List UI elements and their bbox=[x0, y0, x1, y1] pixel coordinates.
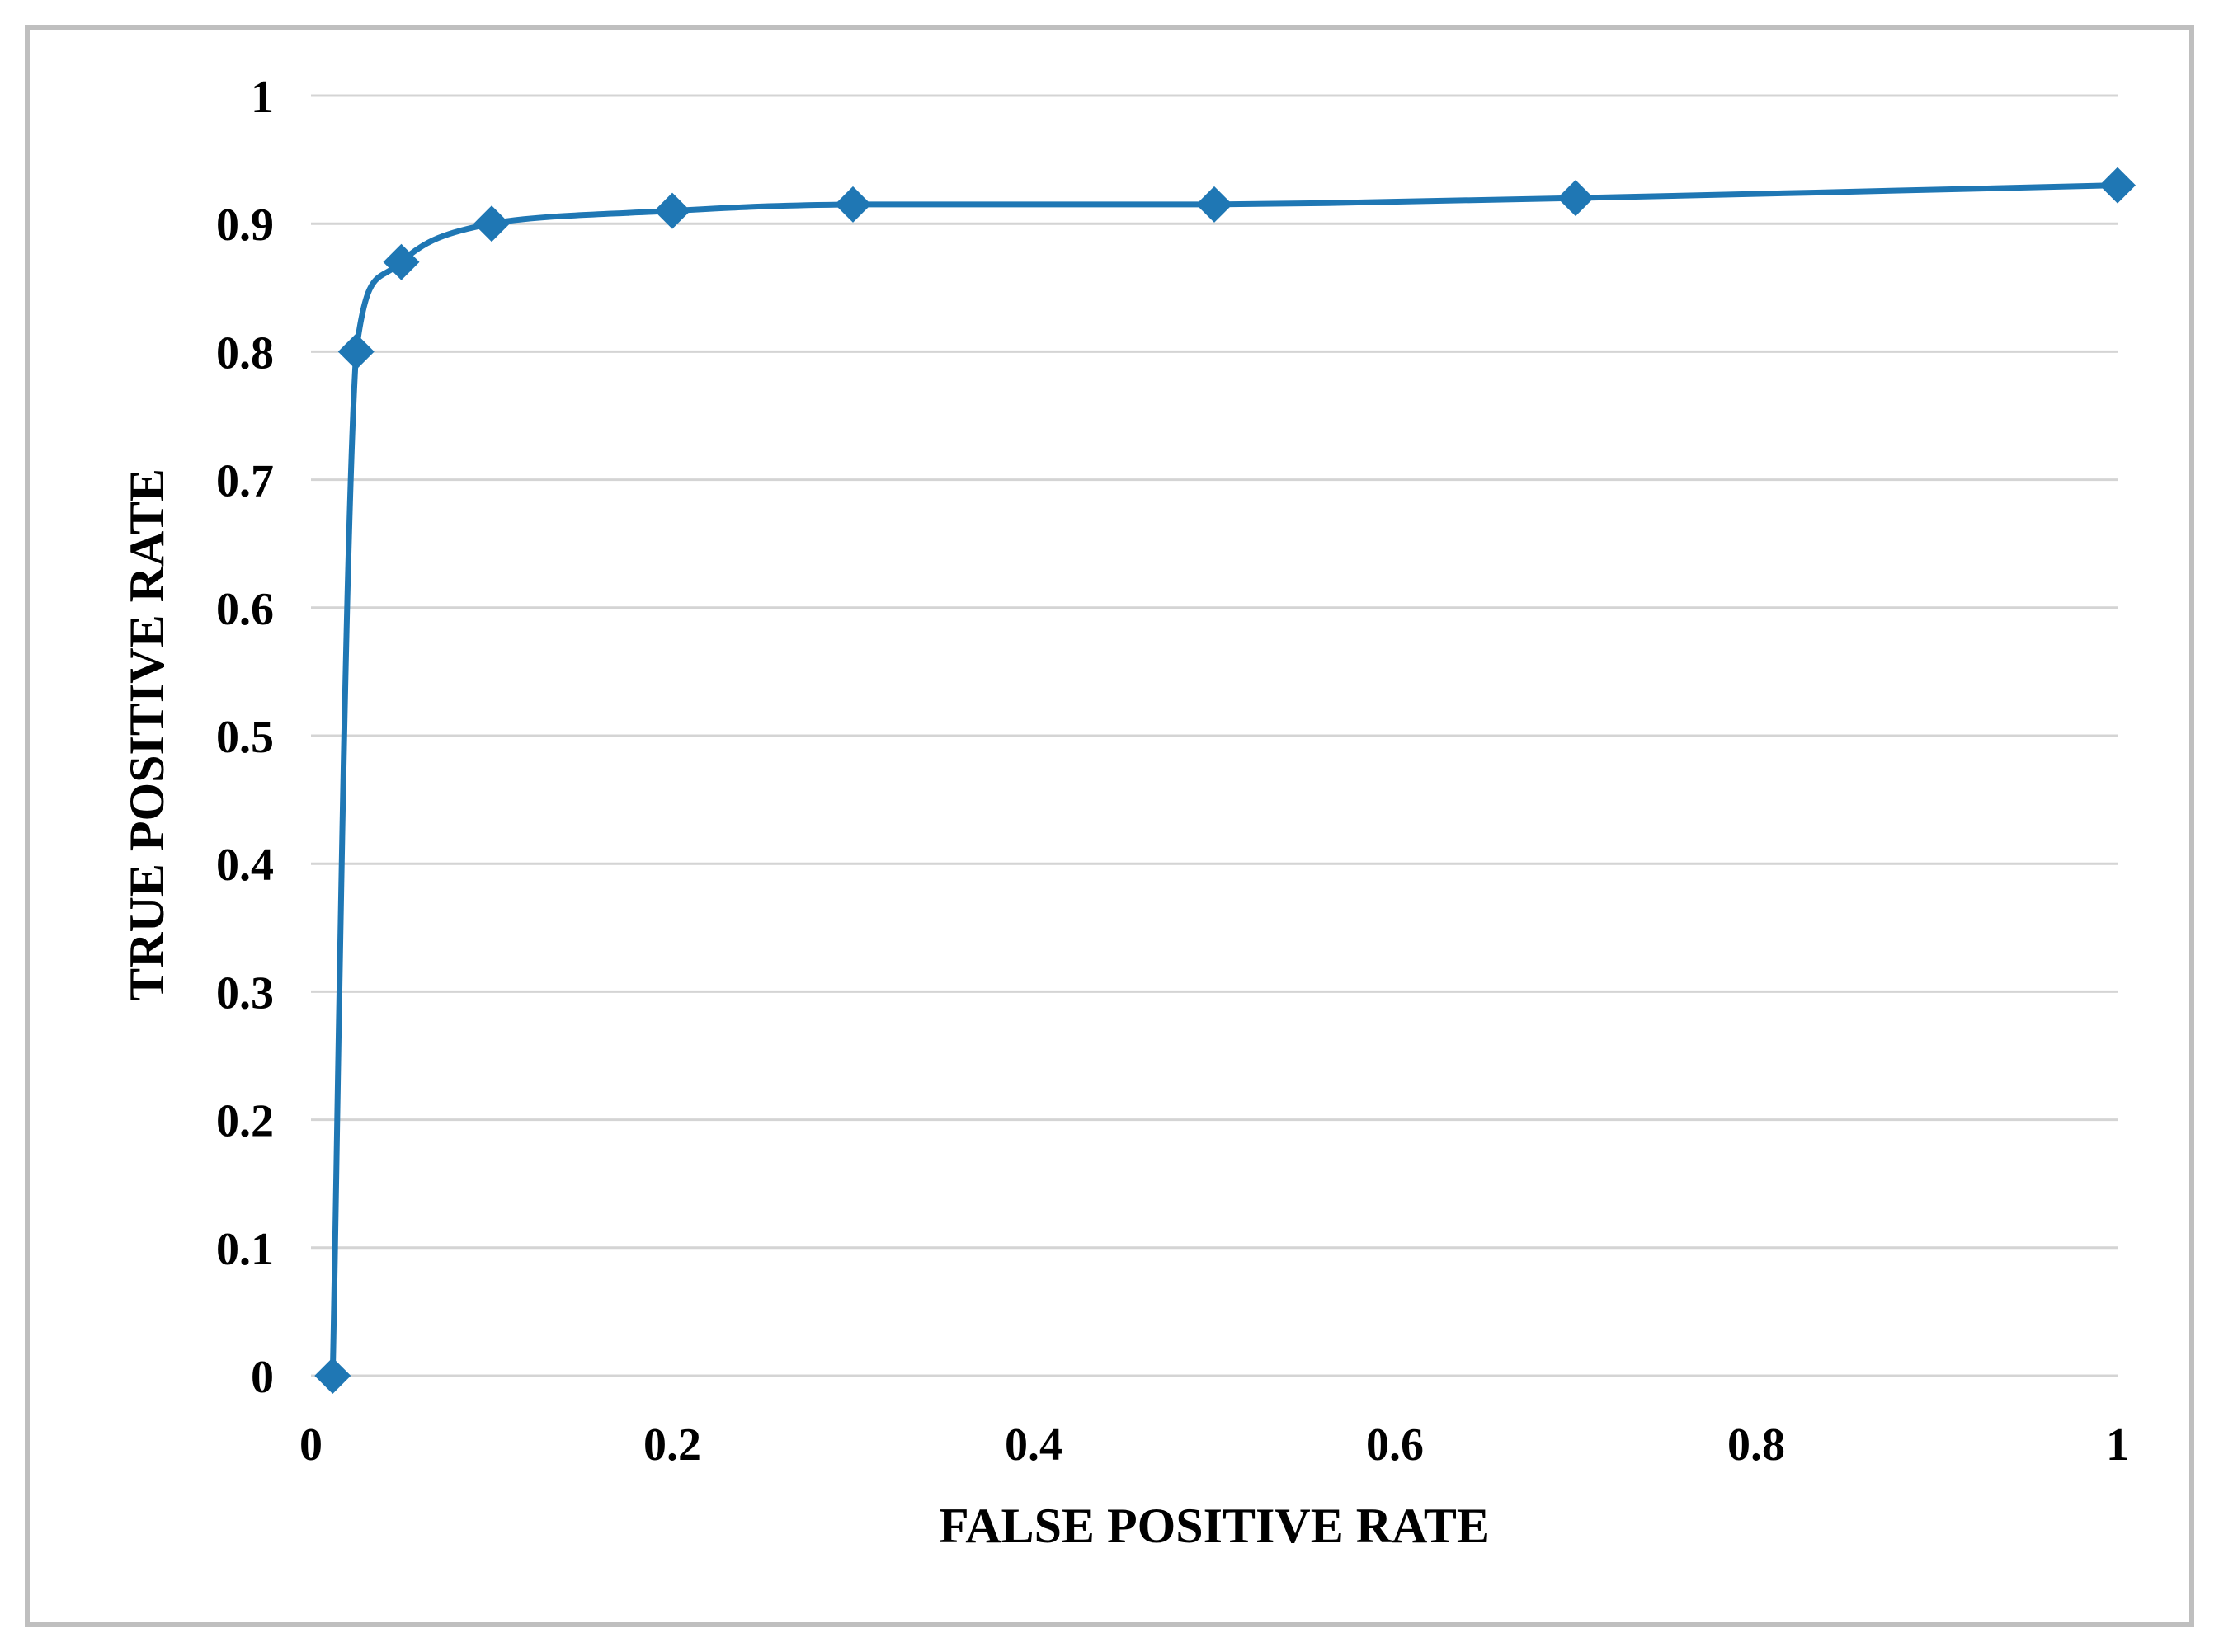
x-axis-ticks: 0 0.2 0.4 0.6 0.8 1 bbox=[299, 1419, 2129, 1471]
y-tick-label: 0.6 bbox=[216, 584, 274, 635]
data-point-marker bbox=[1196, 186, 1232, 223]
y-tick-label: 0 bbox=[251, 1352, 274, 1403]
x-tick-label: 0.4 bbox=[1005, 1419, 1062, 1471]
data-point-marker bbox=[314, 1358, 351, 1394]
x-tick-label: 0.6 bbox=[1366, 1419, 1424, 1471]
y-tick-label: 0.2 bbox=[216, 1096, 274, 1147]
data-point-marker bbox=[2099, 167, 2136, 204]
y-tick-label: 0.9 bbox=[216, 200, 274, 251]
x-tick-label: 0.8 bbox=[1727, 1419, 1785, 1471]
data-point-marker bbox=[1557, 180, 1594, 217]
y-axis-ticks: 0 0.1 0.2 0.3 0.4 0.5 0.6 0.7 0.8 0.9 1 bbox=[216, 72, 274, 1403]
y-tick-label: 0.3 bbox=[216, 967, 274, 1019]
x-tick-label: 0.2 bbox=[643, 1419, 701, 1471]
data-point-marker bbox=[337, 333, 375, 370]
y-tick-label: 0.1 bbox=[216, 1224, 274, 1275]
y-tick-label: 0.4 bbox=[216, 840, 274, 891]
series-layer bbox=[314, 167, 2136, 1394]
x-axis-title: FALSE POSITIVE RATE bbox=[939, 1499, 1490, 1553]
data-point-marker bbox=[835, 186, 871, 223]
x-tick-label: 0 bbox=[299, 1419, 323, 1471]
y-tick-label: 0.7 bbox=[216, 456, 274, 507]
x-tick-label: 1 bbox=[2106, 1419, 2129, 1471]
y-axis-title: TRUE POSITIVE RATE bbox=[120, 468, 174, 1001]
chart-frame bbox=[25, 25, 2194, 1627]
y-tick-label: 0.5 bbox=[216, 712, 274, 763]
gridlines bbox=[311, 94, 2118, 1377]
y-tick-label: 1 bbox=[251, 72, 274, 123]
data-point-marker bbox=[383, 243, 420, 280]
data-point-marker bbox=[654, 192, 690, 229]
data-point-marker bbox=[473, 205, 510, 242]
y-tick-label: 0.8 bbox=[216, 327, 274, 379]
